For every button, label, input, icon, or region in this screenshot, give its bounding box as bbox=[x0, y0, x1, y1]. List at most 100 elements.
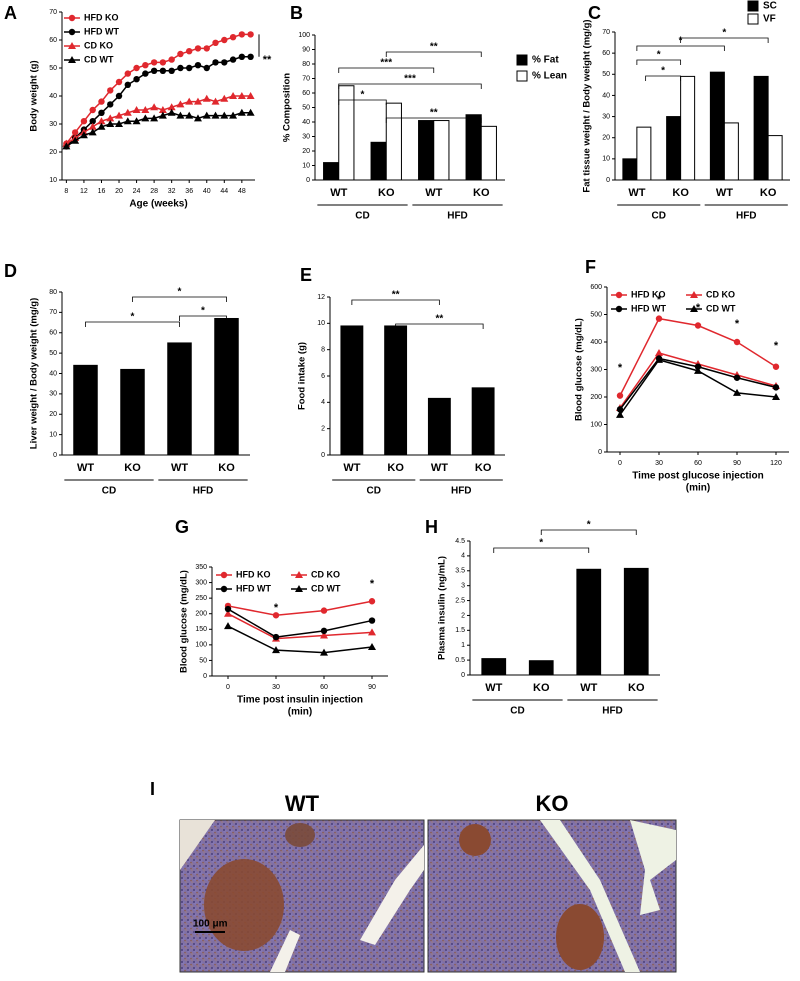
panel-letter: G bbox=[175, 517, 189, 537]
series-line bbox=[65, 56, 251, 147]
data-point bbox=[150, 59, 158, 66]
data-point bbox=[212, 39, 219, 46]
data-point bbox=[133, 76, 140, 83]
group-label: HFD bbox=[193, 486, 214, 497]
group-label: HFD bbox=[602, 706, 623, 717]
significance-label: * bbox=[539, 538, 543, 549]
x-axis-label: Time post glucose injection bbox=[632, 471, 764, 482]
bar bbox=[636, 126, 652, 181]
y-tick-label: 0 bbox=[598, 449, 602, 456]
data-point bbox=[88, 128, 97, 136]
bar bbox=[73, 364, 98, 456]
data-point bbox=[772, 363, 780, 370]
x-tick-label: WT bbox=[485, 682, 502, 694]
x-tick-label: 20 bbox=[115, 188, 123, 195]
data-point bbox=[246, 92, 255, 99]
data-point bbox=[142, 61, 149, 69]
data-point bbox=[98, 109, 105, 117]
y-tick-label: 100 bbox=[298, 32, 310, 39]
bar bbox=[370, 141, 387, 181]
y-tick-label: 10 bbox=[317, 320, 325, 327]
significance-label: * bbox=[370, 578, 375, 590]
bar bbox=[481, 658, 507, 676]
series-line bbox=[227, 613, 373, 640]
data-point bbox=[368, 643, 376, 651]
y-tick-label: 350 bbox=[195, 564, 207, 571]
y-tick-label: 2 bbox=[461, 612, 465, 619]
y-tick-label: 2.5 bbox=[455, 597, 465, 604]
y-tick-label: 70 bbox=[602, 29, 610, 36]
significance-label: * bbox=[178, 287, 182, 298]
significance-label: * bbox=[618, 362, 623, 374]
data-point bbox=[89, 118, 96, 125]
x-tick-label: 44 bbox=[220, 188, 228, 195]
legend-label: CD KO bbox=[706, 289, 735, 299]
legend-label: HFD WT bbox=[236, 583, 271, 593]
y-tick-label: 30 bbox=[602, 113, 610, 120]
data-point bbox=[132, 106, 141, 113]
y-axis-label: Blood glucose (mg/dL) bbox=[179, 570, 190, 673]
data-point bbox=[158, 106, 167, 113]
x-tick-label: 30 bbox=[655, 460, 663, 467]
x-tick-label: 12 bbox=[80, 188, 88, 195]
data-point bbox=[159, 59, 167, 66]
x-tick-label: KO bbox=[672, 187, 689, 199]
x-tick-label: WT bbox=[171, 462, 188, 474]
y-tick-label: 0 bbox=[321, 452, 325, 459]
data-point bbox=[690, 291, 698, 298]
data-point bbox=[115, 78, 123, 86]
data-point bbox=[62, 142, 71, 150]
data-point bbox=[167, 103, 176, 111]
y-tick-label: 20 bbox=[49, 411, 57, 418]
legend-label: HFD WT bbox=[631, 303, 666, 313]
legend-swatch bbox=[747, 0, 759, 12]
y-tick-label: 20 bbox=[602, 135, 610, 142]
data-point bbox=[68, 56, 76, 63]
group-label: CD bbox=[102, 486, 116, 497]
data-point bbox=[368, 617, 376, 624]
y-tick-label: 6 bbox=[321, 373, 325, 380]
significance-label: * bbox=[361, 90, 365, 101]
x-tick-label: WT bbox=[343, 462, 360, 474]
significance-bracket bbox=[385, 117, 482, 123]
data-point bbox=[229, 34, 237, 41]
panel-letter: F bbox=[585, 257, 596, 277]
y-axis-label: % Composition bbox=[282, 73, 293, 142]
significance-label: * bbox=[661, 66, 665, 77]
significance-bracket bbox=[493, 547, 590, 553]
data-point bbox=[320, 648, 328, 656]
y-tick-label: 20 bbox=[302, 148, 310, 155]
y-tick-label: 12 bbox=[317, 294, 325, 301]
panel-letter: H bbox=[425, 517, 438, 537]
x-tick-label: KO bbox=[218, 462, 235, 474]
y-tick-label: 300 bbox=[590, 366, 602, 373]
data-point bbox=[107, 101, 114, 108]
data-point bbox=[229, 92, 238, 99]
x-axis-label: Time post insulin injection bbox=[237, 695, 363, 706]
legend-label: SC bbox=[763, 1, 777, 12]
data-point bbox=[133, 64, 140, 72]
data-point bbox=[733, 374, 741, 381]
data-point bbox=[106, 120, 115, 127]
bar bbox=[723, 122, 739, 181]
data-point bbox=[733, 338, 741, 346]
data-point bbox=[224, 622, 232, 630]
y-tick-label: 3 bbox=[461, 583, 465, 590]
bar bbox=[666, 116, 682, 181]
bar bbox=[385, 102, 402, 181]
group-label: CD bbox=[510, 706, 524, 717]
bar bbox=[167, 342, 192, 456]
legend-swatch bbox=[516, 70, 528, 82]
group-label: CD bbox=[355, 211, 369, 222]
bar bbox=[384, 325, 408, 456]
y-tick-label: 40 bbox=[602, 92, 610, 99]
series-line bbox=[227, 600, 373, 617]
y-tick-label: 30 bbox=[302, 133, 310, 140]
significance-bracket bbox=[395, 323, 484, 329]
y-tick-label: 10 bbox=[602, 156, 610, 163]
data-point bbox=[115, 92, 123, 100]
data-point bbox=[224, 605, 232, 613]
bar bbox=[680, 75, 696, 181]
x-tick-label: 60 bbox=[320, 684, 328, 691]
